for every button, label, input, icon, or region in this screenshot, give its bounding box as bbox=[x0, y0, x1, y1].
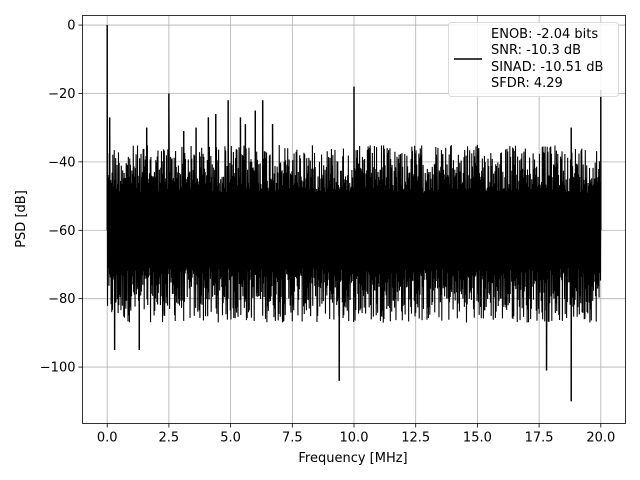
y-axis-ticks: 0 −20 −40 −60 −80 −100 bbox=[40, 19, 83, 376]
y-tick-label: −40 bbox=[48, 155, 75, 170]
y-tick-label: −60 bbox=[48, 224, 75, 239]
x-tick-label: 20.0 bbox=[586, 431, 615, 446]
legend-box bbox=[448, 22, 619, 97]
x-tick-label: 2.5 bbox=[159, 431, 180, 446]
x-axis-label: Frequency [MHz] bbox=[298, 451, 407, 466]
psd-series bbox=[106, 25, 602, 402]
x-axis-ticks: 0.0 2.5 5.0 7.5 10.0 12.5 15.0 17.5 20.0 bbox=[97, 423, 615, 446]
y-tick-label: −20 bbox=[48, 87, 75, 102]
x-tick-label: 0.0 bbox=[97, 431, 118, 446]
y-tick-label: −100 bbox=[40, 361, 76, 376]
psd-trace bbox=[106, 25, 602, 402]
y-tick-label: −80 bbox=[48, 292, 75, 307]
legend-snr: SNR: -10.3 dB bbox=[491, 43, 581, 58]
legend: ENOB: -2.04 bits SNR: -10.3 dB SINAD: -1… bbox=[448, 22, 619, 97]
legend-enob: ENOB: -2.04 bits bbox=[491, 27, 598, 42]
y-axis-label: PSD [dB] bbox=[14, 190, 29, 248]
x-tick-label: 17.5 bbox=[525, 431, 554, 446]
x-tick-label: 7.5 bbox=[282, 431, 303, 446]
legend-sfdr: SFDR: 4.29 bbox=[491, 76, 563, 91]
x-tick-label: 15.0 bbox=[463, 431, 492, 446]
legend-sinad: SINAD: -10.51 dB bbox=[491, 60, 603, 75]
x-tick-label: 10.0 bbox=[340, 431, 369, 446]
x-tick-label: 12.5 bbox=[401, 431, 430, 446]
x-tick-label: 5.0 bbox=[220, 431, 241, 446]
y-tick-label: 0 bbox=[67, 19, 75, 34]
